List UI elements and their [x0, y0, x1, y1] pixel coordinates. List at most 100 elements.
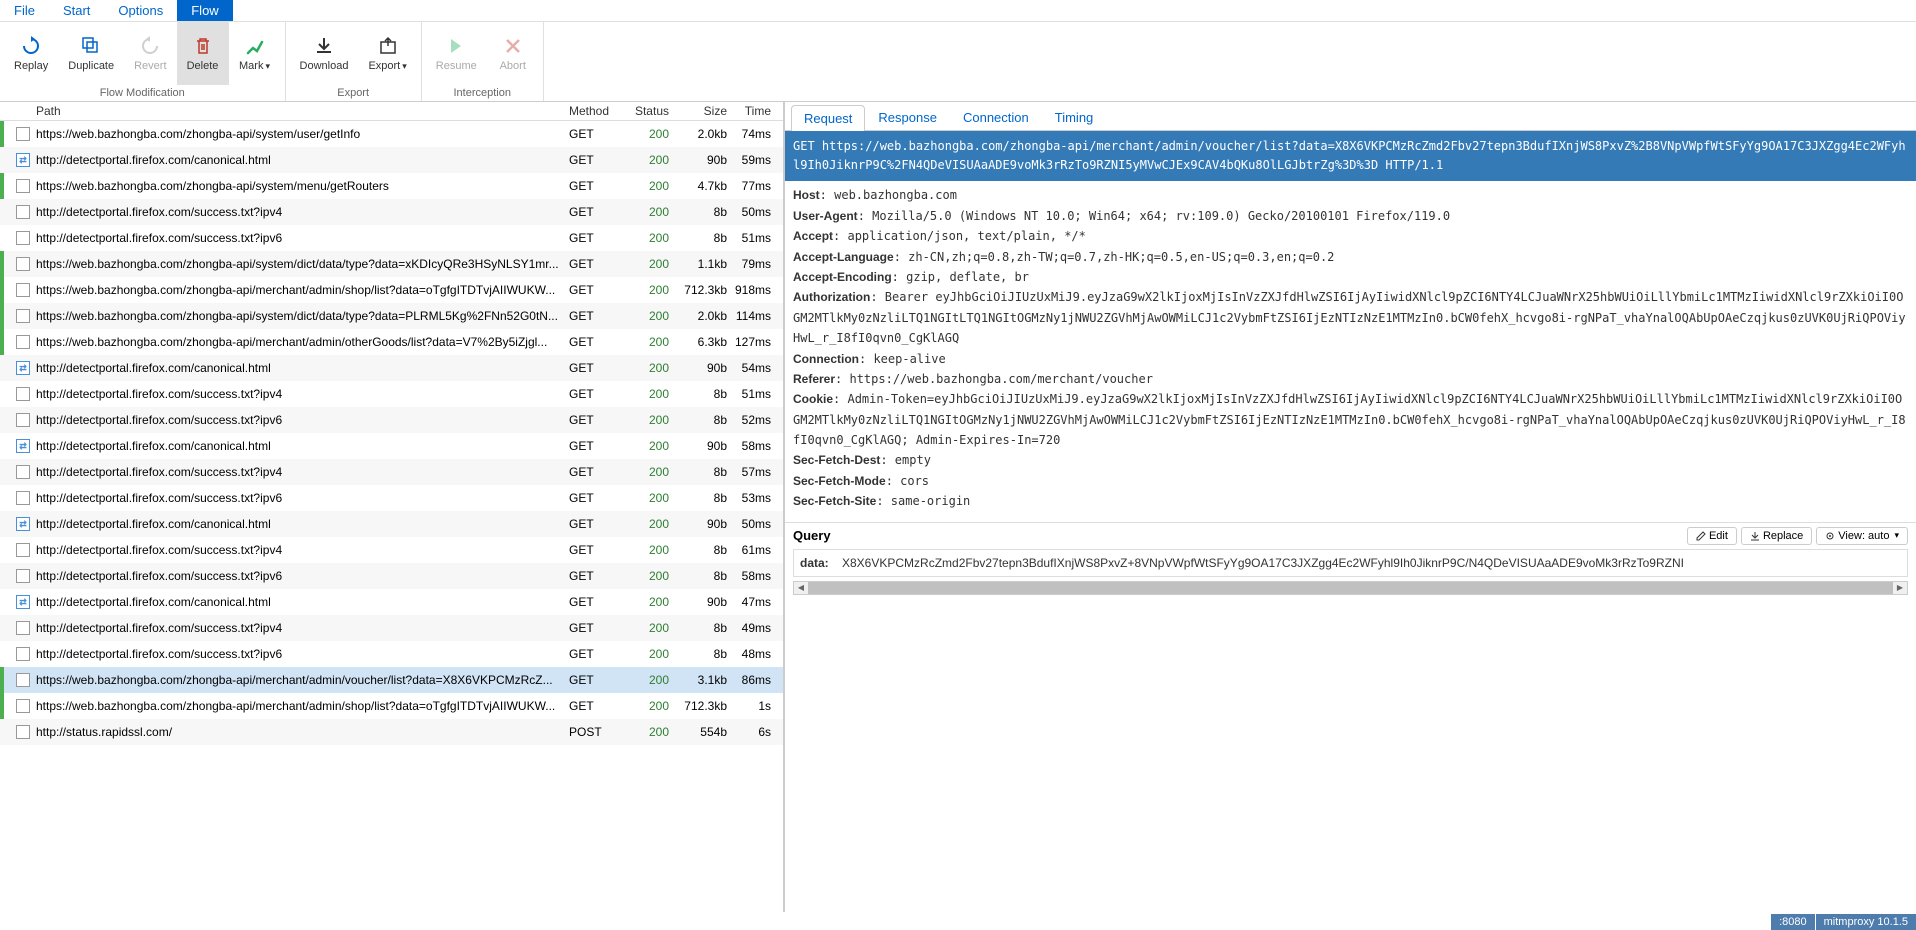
- menu-flow[interactable]: Flow: [177, 0, 232, 21]
- query-scrollbar[interactable]: ◀ ▶: [793, 581, 1908, 595]
- col-method[interactable]: Method: [569, 104, 627, 118]
- flow-type-icon: [14, 127, 32, 141]
- flow-status: 200: [627, 335, 673, 349]
- header-row: Sec-Fetch-Mode: cors: [793, 471, 1908, 491]
- flow-type-icon: [14, 257, 32, 271]
- flow-row[interactable]: http://detectportal.firefox.com/success.…: [0, 459, 783, 485]
- flow-status: 200: [627, 127, 673, 141]
- flow-row[interactable]: http://detectportal.firefox.com/success.…: [0, 199, 783, 225]
- flow-row[interactable]: ⇄http://detectportal.firefox.com/canonic…: [0, 355, 783, 381]
- flow-row[interactable]: http://status.rapidssl.com/POST200554b6s: [0, 719, 783, 745]
- flow-row[interactable]: ⇄http://detectportal.firefox.com/canonic…: [0, 147, 783, 173]
- tab-timing[interactable]: Timing: [1042, 104, 1107, 130]
- revert-button: Revert: [124, 22, 176, 85]
- flow-row[interactable]: ⇄http://detectportal.firefox.com/canonic…: [0, 433, 783, 459]
- flow-list-panel: Path Method Status Size Time https://web…: [0, 102, 785, 912]
- flow-method: GET: [569, 413, 627, 427]
- flow-method: GET: [569, 361, 627, 375]
- resume-button: Resume: [426, 22, 487, 85]
- flow-row[interactable]: https://web.bazhongba.com/zhongba-api/me…: [0, 693, 783, 719]
- flow-size: 8b: [673, 491, 733, 505]
- query-title: Query: [793, 528, 1683, 543]
- flow-size: 6.3kb: [673, 335, 733, 349]
- flow-status: 200: [627, 205, 673, 219]
- flow-status: 200: [627, 283, 673, 297]
- menu-start[interactable]: Start: [49, 0, 104, 21]
- replay-button[interactable]: Replay: [4, 22, 58, 85]
- flow-type-icon: [14, 543, 32, 557]
- flow-type-icon: ⇄: [14, 595, 32, 609]
- edit-button[interactable]: Edit: [1687, 527, 1737, 545]
- header-row: User-Agent: Mozilla/5.0 (Windows NT 10.0…: [793, 206, 1908, 226]
- flow-method: GET: [569, 699, 627, 713]
- flow-row[interactable]: http://detectportal.firefox.com/success.…: [0, 225, 783, 251]
- flow-row[interactable]: http://detectportal.firefox.com/success.…: [0, 641, 783, 667]
- col-time[interactable]: Time: [733, 104, 783, 118]
- menu-file[interactable]: File: [0, 0, 49, 21]
- flow-method: GET: [569, 153, 627, 167]
- flow-row[interactable]: ⇄http://detectportal.firefox.com/canonic…: [0, 511, 783, 537]
- flow-method: GET: [569, 621, 627, 635]
- flow-row[interactable]: http://detectportal.firefox.com/success.…: [0, 563, 783, 589]
- request-line: GET https://web.bazhongba.com/zhongba-ap…: [785, 131, 1916, 181]
- flow-time: 50ms: [733, 205, 783, 219]
- flow-size: 90b: [673, 517, 733, 531]
- flow-time: 79ms: [733, 257, 783, 271]
- mark-button[interactable]: Mark▾: [229, 22, 281, 85]
- duplicate-button[interactable]: Duplicate: [58, 22, 124, 85]
- flow-time: 86ms: [733, 673, 783, 687]
- download-button[interactable]: Download: [290, 22, 359, 85]
- flow-row[interactable]: http://detectportal.firefox.com/success.…: [0, 615, 783, 641]
- flow-method: GET: [569, 231, 627, 245]
- export-button[interactable]: Export▾: [358, 22, 416, 85]
- col-path[interactable]: Path: [32, 104, 569, 118]
- flow-row[interactable]: https://web.bazhongba.com/zhongba-api/me…: [0, 329, 783, 355]
- menu-options[interactable]: Options: [104, 0, 177, 21]
- header-row: Sec-Fetch-Dest: empty: [793, 450, 1908, 470]
- flow-method: GET: [569, 309, 627, 323]
- flow-size: 8b: [673, 621, 733, 635]
- flow-size: 8b: [673, 543, 733, 557]
- flow-path: http://detectportal.firefox.com/success.…: [32, 543, 569, 557]
- flow-row[interactable]: https://web.bazhongba.com/zhongba-api/sy…: [0, 173, 783, 199]
- delete-button[interactable]: Delete: [177, 22, 229, 85]
- flow-row[interactable]: https://web.bazhongba.com/zhongba-api/sy…: [0, 303, 783, 329]
- flow-method: GET: [569, 517, 627, 531]
- tab-request[interactable]: Request: [791, 105, 865, 131]
- flow-row[interactable]: https://web.bazhongba.com/zhongba-api/sy…: [0, 251, 783, 277]
- tab-connection[interactable]: Connection: [950, 104, 1042, 130]
- flow-row[interactable]: ⇄http://detectportal.firefox.com/canonic…: [0, 589, 783, 615]
- flow-time: 77ms: [733, 179, 783, 193]
- view-button[interactable]: View: auto▾: [1816, 527, 1908, 545]
- flow-time: 53ms: [733, 491, 783, 505]
- flow-time: 59ms: [733, 153, 783, 167]
- query-data: data:X8X6VKPCMzRcZmd2Fbv27tepn3BdufIXnjW…: [793, 549, 1908, 577]
- header-row: Accept: application/json, text/plain, */…: [793, 226, 1908, 246]
- flow-row[interactable]: http://detectportal.firefox.com/success.…: [0, 537, 783, 563]
- tab-response[interactable]: Response: [865, 104, 950, 130]
- flow-status: 200: [627, 647, 673, 661]
- flow-type-icon: ⇄: [14, 517, 32, 531]
- flow-status: 200: [627, 231, 673, 245]
- flow-row[interactable]: http://detectportal.firefox.com/success.…: [0, 485, 783, 511]
- flow-row[interactable]: https://web.bazhongba.com/zhongba-api/me…: [0, 667, 783, 693]
- flow-size: 1.1kb: [673, 257, 733, 271]
- flow-row[interactable]: https://web.bazhongba.com/zhongba-api/sy…: [0, 121, 783, 147]
- flow-row[interactable]: http://detectportal.firefox.com/success.…: [0, 381, 783, 407]
- flow-status: 200: [627, 413, 673, 427]
- flow-type-icon: [14, 205, 32, 219]
- flow-time: 114ms: [733, 309, 783, 323]
- flow-row[interactable]: https://web.bazhongba.com/zhongba-api/me…: [0, 277, 783, 303]
- col-status[interactable]: Status: [627, 104, 673, 118]
- request-headers: Host: web.bazhongba.comUser-Agent: Mozil…: [785, 181, 1916, 515]
- flow-row[interactable]: http://detectportal.firefox.com/success.…: [0, 407, 783, 433]
- flow-status: 200: [627, 257, 673, 271]
- flow-status: 200: [627, 569, 673, 583]
- col-size[interactable]: Size: [673, 104, 733, 118]
- flow-table-body: https://web.bazhongba.com/zhongba-api/sy…: [0, 121, 783, 912]
- flow-status: 200: [627, 621, 673, 635]
- replace-button[interactable]: Replace: [1741, 527, 1812, 545]
- menubar: FileStartOptionsFlow: [0, 0, 1916, 22]
- flow-path: http://detectportal.firefox.com/canonica…: [32, 153, 569, 167]
- flow-time: 6s: [733, 725, 783, 739]
